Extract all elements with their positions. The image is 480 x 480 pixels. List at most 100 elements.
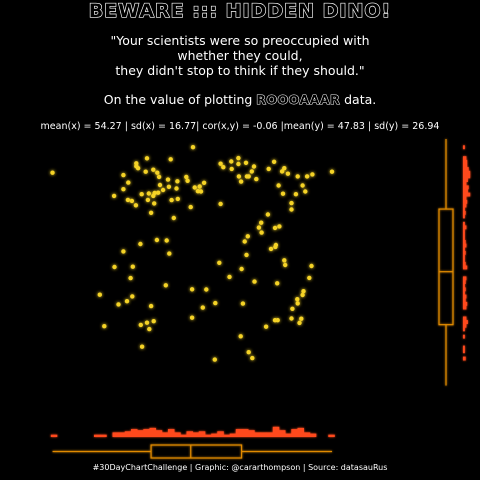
data-point [300,292,305,298]
data-point [263,324,269,329]
data-point [310,172,315,177]
x-histogram-bar [266,432,274,437]
x-histogram-bar [260,432,267,437]
data-point [188,204,193,210]
data-point [238,179,244,184]
x-histogram-bar [143,429,150,437]
data-point [133,203,139,208]
data-point [285,171,291,176]
data-point [297,320,302,326]
data-point [139,192,144,197]
data-point [151,319,156,324]
data-point [295,301,300,306]
data-point [130,294,135,299]
data-point [112,264,117,270]
data-point [299,316,304,321]
x-histogram-bar [131,429,138,437]
x-histogram-bar [297,427,304,437]
data-point [121,172,126,178]
data-point [251,164,257,169]
data-point [276,183,281,188]
x-histogram-bar [174,432,181,437]
data-point [121,187,126,192]
y-histogram-bar [463,210,466,215]
data-point [307,275,312,281]
data-point [128,275,133,281]
data-point [254,176,259,182]
data-point [169,197,174,203]
data-point [146,191,151,196]
data-point [152,190,157,196]
x-histogram-bar [186,431,193,437]
y-histogram-bar [463,345,465,350]
data-point [154,237,160,243]
data-point [156,174,162,180]
y-boxplot-box [438,208,454,326]
x-histogram-bar [217,431,224,437]
data-point [152,201,157,206]
data-point [290,306,295,311]
data-point [145,197,151,203]
quote-line-3: they didn't stop to think if they should… [115,63,365,78]
y-histogram-bar [463,159,468,164]
data-point [218,201,223,207]
data-point [185,178,190,183]
data-point [144,320,150,325]
data-point [102,324,107,329]
x-histogram-bar [279,430,286,437]
y-histogram-bar [463,320,468,324]
x-histogram-bar [309,433,317,437]
x-histogram-bar [50,434,58,437]
scatter-points [50,145,335,362]
data-point [126,180,131,185]
data-point [256,225,262,230]
y-histogram-bar [463,203,467,208]
data-point [236,161,241,167]
y-histogram-bar [463,229,465,233]
data-point [244,174,250,179]
x-histogram-bar [124,431,132,437]
data-point [246,350,251,355]
data-point [134,164,139,169]
quote-line-2: whether they could, [177,48,303,63]
y-histogram-bar [463,240,466,244]
y-histogram-bar [463,316,467,321]
data-point [175,196,180,202]
data-point [265,212,271,217]
data-point [282,166,287,171]
y-histogram-bar [463,243,467,248]
summary-statistics: mean(x) = 54.27 | sd(x) = 16.77| cor(x,y… [40,121,440,132]
data-point [50,170,55,175]
y-histogram-bar [463,170,471,175]
x-histogram-bar [94,434,101,437]
x-histogram-bar [328,434,335,437]
x-histogram-bar [137,430,144,437]
subtitle-suffix: data. [340,92,377,107]
x-histogram-bar [100,434,107,437]
data-point [300,183,305,188]
data-point [212,357,217,362]
x-histogram-bar [180,434,187,437]
y-histogram-bar [463,189,468,193]
y-histogram-bar [463,298,466,303]
x-boxplot-box [150,444,243,459]
x-histogram-bar [149,427,156,437]
y-histogram-bar [463,276,467,281]
x-histogram-bar [285,433,292,437]
data-point [204,287,209,292]
data-point [295,174,300,179]
data-point [277,224,282,229]
y-histogram-bar [463,225,467,230]
y-histogram-bar [463,178,468,182]
subtitle-emphasis: ROOOAAAR [256,92,341,108]
data-point [163,283,168,288]
data-point [138,322,143,328]
x-histogram-bar [161,432,169,437]
data-point [139,344,145,349]
y-histogram-bar [463,265,468,270]
data-point [189,287,195,292]
x-histogram-bar [248,430,255,437]
y-histogram-bar [463,174,471,179]
